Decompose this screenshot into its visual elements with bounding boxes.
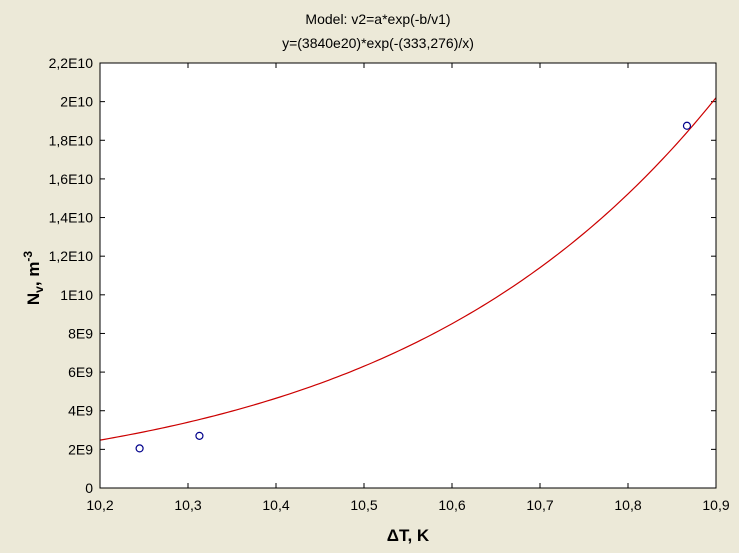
y-axis-label: Nv, m-3 [21,251,46,306]
y-tick-label: 1,4E10 [49,210,94,226]
data-point [135,444,144,453]
y-tick-label: 0 [85,480,93,496]
y-tick-label: 2E9 [68,441,93,457]
chart-subtitle: y=(3840e20)*exp(-(333,276)/x) [282,35,474,51]
chart-title: Model: v2=a*exp(-b/v1) [305,11,450,27]
y-tick-label: 1,8E10 [49,132,94,148]
data-point [682,121,692,130]
y-tick-label: 8E9 [68,325,93,341]
y-axis-label-subscript: v [32,286,46,293]
plot-frame-fill [100,63,716,488]
fit-curve-line [99,97,717,441]
x-tick-label: 10,3 [174,497,201,513]
data-point [195,431,204,440]
plot-frame-border [99,62,717,489]
y-axis-label-main: N [24,293,43,305]
x-tick-label: 10,2 [86,497,113,513]
x-tick-label: 10,8 [614,497,641,513]
x-tick-label: 10,6 [438,497,465,513]
x-axis-label: ΔT, K [387,526,430,545]
x-tick-label: 10,7 [526,497,553,513]
y-axis-label-superscript: -3 [21,251,35,262]
y-tick-label: 2,2E10 [49,55,94,71]
x-tick-label: 10,9 [702,497,729,513]
y-tick-label: 4E9 [68,403,93,419]
x-tick-label: 10,4 [262,497,289,513]
y-tick-label: 1,2E10 [49,248,94,264]
x-tick-label: 10,5 [350,497,377,513]
y-axis-label-unit: , m [24,262,43,287]
y-tick-label: 6E9 [68,364,93,380]
plot-area: 0 2E9 4E9 6E9 8E9 1E10 1,2E10 1,4E10 1,6E10 1,8E1… [49,55,730,513]
y-tick-label: 1,6E10 [49,171,94,187]
y-tick-label: 1E10 [60,287,93,303]
y-tick-label: 2E10 [60,94,93,110]
